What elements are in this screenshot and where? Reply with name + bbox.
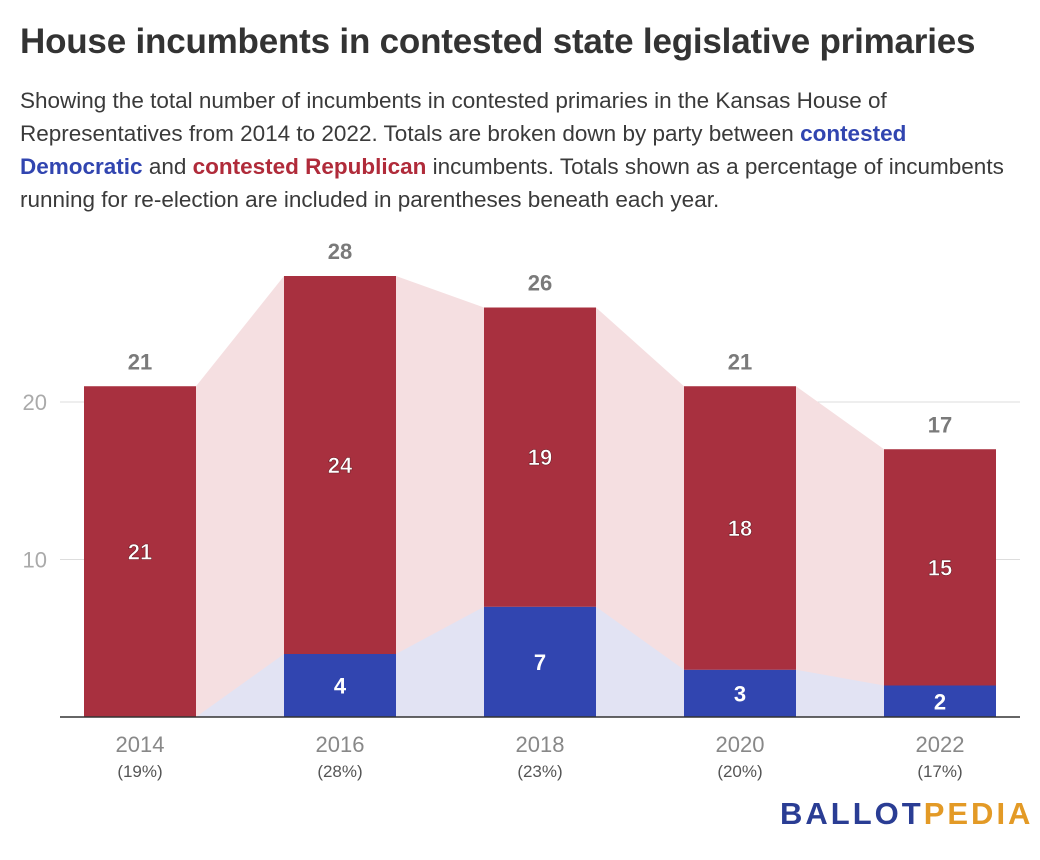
x-tick-label: 2022 [916,732,965,757]
logo-text-pedia: PEDIA [923,796,1034,831]
total-label: 26 [528,271,552,296]
total-label: 21 [128,349,152,374]
x-tick-label: 2016 [316,732,365,757]
x-percent-label: (28%) [317,762,362,781]
bar-republican [484,307,596,607]
bar-label-democratic: 3 [734,681,746,706]
y-tick-label: 10 [23,548,47,573]
x-tick-label: 2018 [516,732,565,757]
total-label: 28 [328,239,352,264]
chart-subtitle: Showing the total number of incumbents i… [20,84,1020,216]
bar-label-democratic: 4 [334,674,347,699]
bar-democratic [484,606,596,717]
x-percent-label: (17%) [917,762,962,781]
subtitle-text-1: Showing the total number of incumbents i… [20,88,887,146]
bar-label-republican: 19 [528,445,552,470]
x-tick-label: 2020 [716,732,765,757]
bar-republican [684,386,796,670]
subtitle-text-3: incumbents. Totals shown as a percentage… [20,154,1004,212]
bar-label-democratic: 7 [534,650,546,675]
bar-republican [84,386,196,717]
subtitle-republican-highlight: contested Republican [192,154,427,179]
bar-democratic [684,669,796,717]
total-label: 17 [928,412,952,437]
total-label: 21 [728,349,752,374]
x-percent-label: (20%) [717,762,762,781]
bar-label-republican: 15 [928,555,952,580]
bar-label-republican: 24 [328,453,353,478]
y-tick-label: 20 [23,390,47,415]
bar-label-republican: 21 [128,540,152,565]
x-tick-label: 2014 [116,732,165,757]
stacked-bar-chart: 10 20 21 21 2014 (19%) 4 24 28 2016 (28%) 7 19 26 2018… [23,239,1020,781]
bar-label-democratic: 2 [934,689,946,714]
chart-title: House incumbents in contested state legi… [20,22,976,61]
bar-label-republican: 18 [728,516,752,541]
ballotpedia-logo: BALLOTPEDIA [780,796,1033,832]
bar-republican [284,276,396,654]
subtitle-democratic-highlight: contested Democratic [20,121,907,179]
bar-republican [884,449,996,686]
bar-democratic [284,654,396,717]
logo-text-ballot: BALLOT [780,796,924,831]
bar-democratic [884,685,996,717]
subtitle-text-2: and [142,154,193,179]
x-percent-label: (23%) [517,762,562,781]
x-percent-label: (19%) [117,762,162,781]
